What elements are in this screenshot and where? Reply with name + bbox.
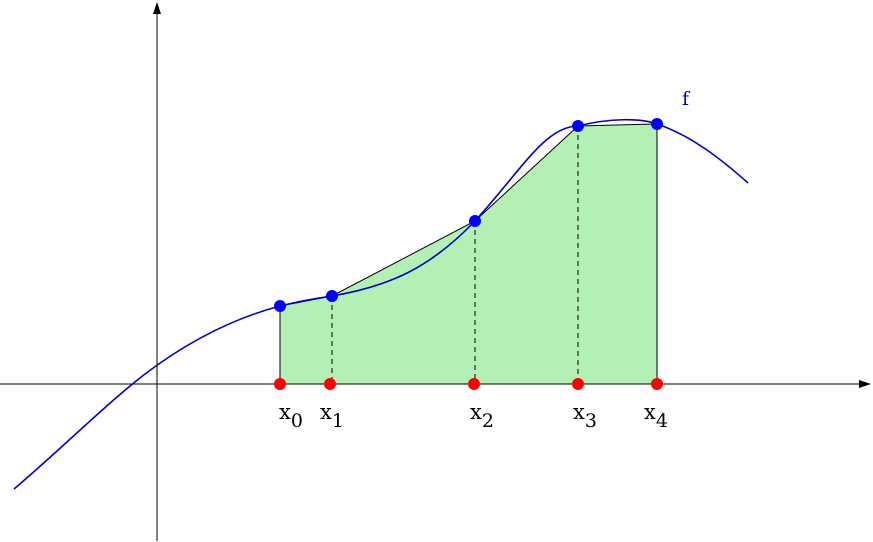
curve-point-x1 (326, 290, 338, 302)
node-label-x4: x4 (644, 400, 668, 432)
curve-point-x2 (469, 215, 481, 227)
axis-point-x1 (324, 378, 336, 390)
curve-point-x3 (572, 120, 584, 132)
function-label: f (682, 88, 691, 110)
axis-point-x3 (572, 378, 584, 390)
axis-point-x4 (651, 378, 663, 390)
axis-point-x2 (468, 378, 480, 390)
function-curve (13, 118, 749, 490)
trapezoid-area (279, 123, 658, 385)
node-label-x2: x2 (470, 400, 494, 432)
axis-point-x0 (274, 378, 286, 390)
node-label-x1: x1 (320, 400, 344, 432)
node-label-x3: x3 (573, 400, 597, 432)
curve-point-x0 (274, 300, 286, 312)
node-label-x0: x0 (279, 400, 303, 432)
curve-point-x4 (651, 118, 663, 130)
